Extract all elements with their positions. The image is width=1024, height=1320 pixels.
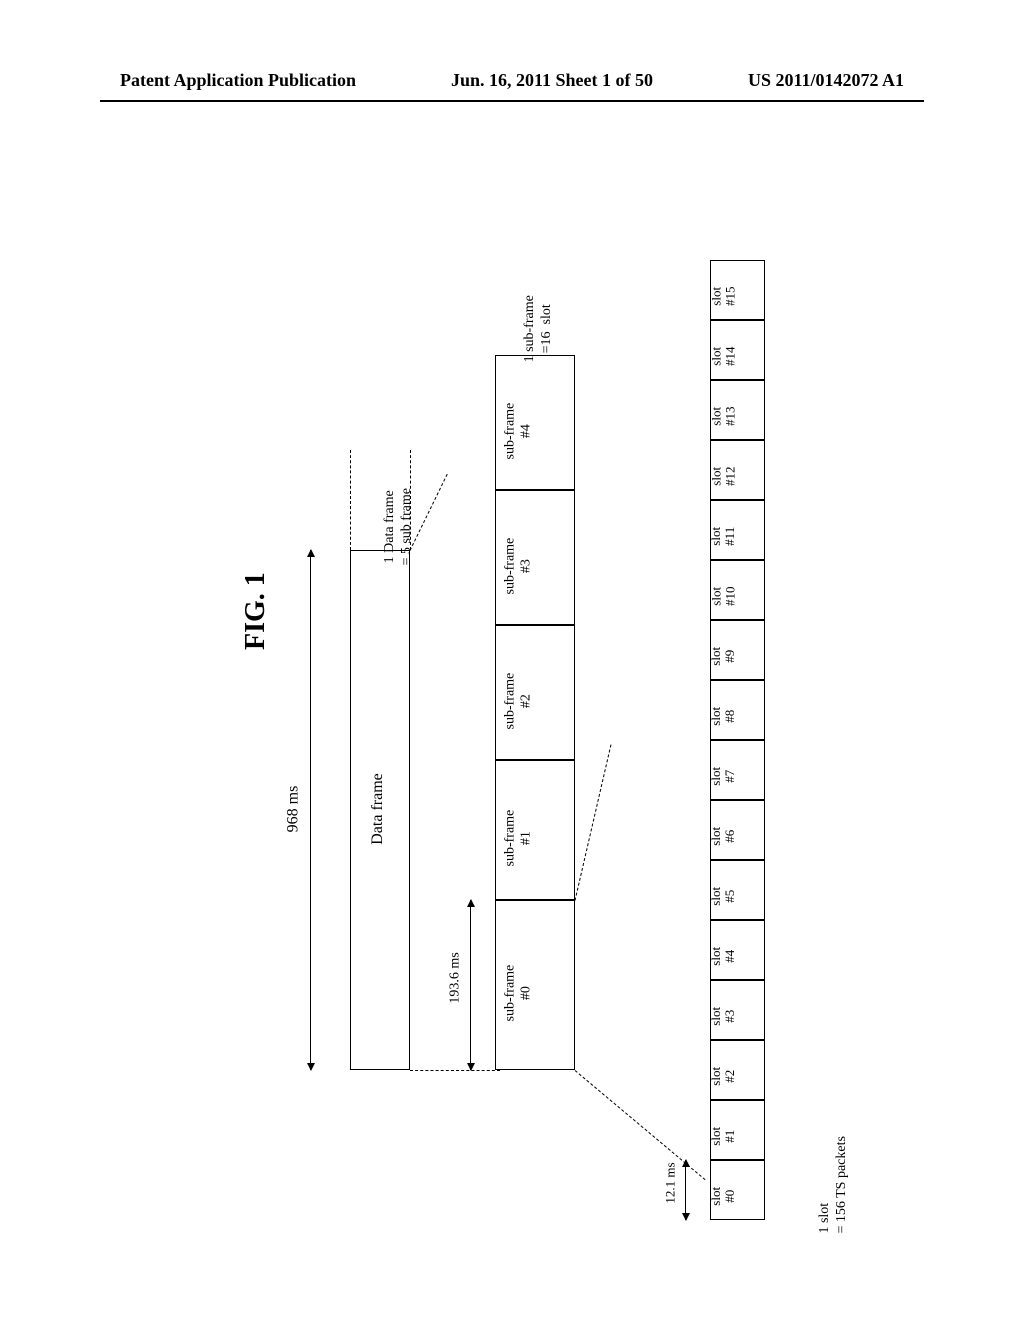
slot-label: slot#10 — [709, 587, 738, 607]
page-header: Patent Application Publication Jun. 16, … — [0, 70, 1024, 91]
sub-frame-label: sub-frame#4 — [502, 402, 534, 459]
header-right: US 2011/0142072 A1 — [748, 70, 904, 91]
header-left: Patent Application Publication — [120, 70, 356, 91]
sub-frame-label: sub-frame#2 — [502, 672, 534, 729]
slot-label: slot#8 — [709, 707, 738, 726]
label-subframe-duration: 193.6 ms — [448, 952, 464, 1003]
slot-label: slot#14 — [709, 347, 738, 367]
slot-label: slot#5 — [709, 887, 738, 906]
diagram-canvas: 968 ms Data frame 1 Data frame = 5 sub f… — [120, 200, 900, 1220]
duration-arrow-slot — [685, 1160, 686, 1220]
sub-frame-label: sub-frame#1 — [502, 810, 534, 867]
label-data-frame: Data frame — [369, 773, 387, 845]
note-subframe: 1 sub-frame =16 slot — [522, 295, 556, 362]
slot-label: slot#11 — [709, 527, 738, 546]
slot-label: slot#15 — [709, 287, 738, 307]
dash-guide-2 — [410, 1070, 500, 1071]
note-data-frame: 1 Data frame = 5 sub frame — [382, 488, 416, 566]
slot-label: slot#12 — [709, 467, 738, 487]
slot-label: slot#4 — [709, 947, 738, 966]
dash-top-dataframe — [350, 450, 351, 550]
dash-guide-3 — [575, 744, 612, 900]
slot-label: slot#2 — [709, 1067, 738, 1086]
figure: FIG. 1 968 ms Data frame 1 Data frame = … — [120, 200, 900, 1220]
note-slot: 1 slot = 156 TS packets — [817, 1136, 851, 1233]
slot-label: slot#7 — [709, 767, 738, 786]
header-rule — [100, 100, 924, 102]
label-968ms: 968 ms — [284, 786, 302, 833]
slot-label: slot#1 — [709, 1127, 738, 1146]
slot-label: slot#3 — [709, 1007, 738, 1026]
duration-arrow-subframe — [470, 900, 471, 1070]
sub-frame-label: sub-frame#0 — [502, 965, 534, 1022]
duration-arrow-968ms — [310, 550, 311, 1070]
header-center: Jun. 16, 2011 Sheet 1 of 50 — [451, 70, 653, 91]
label-slot-duration: 12.1 ms — [663, 1162, 679, 1203]
slot-label: slot#6 — [709, 827, 738, 846]
slot-label: slot#13 — [709, 407, 738, 427]
sub-frame-label: sub-frame#3 — [502, 537, 534, 594]
slot-label: slot#0 — [709, 1187, 738, 1206]
slot-label: slot#9 — [709, 647, 738, 666]
